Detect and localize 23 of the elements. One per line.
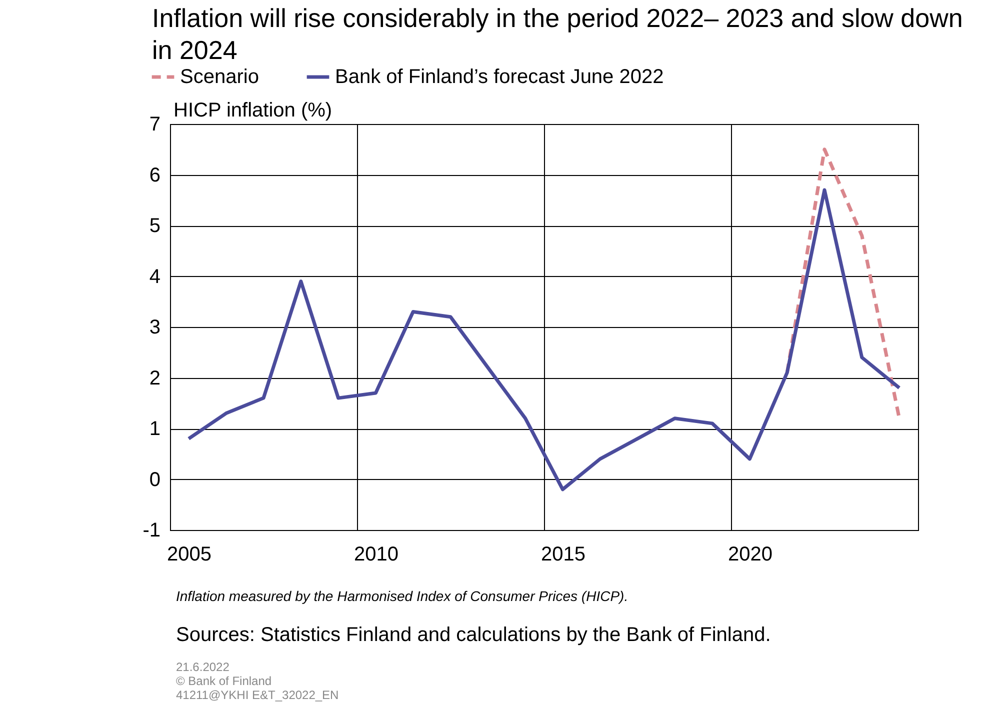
y-tick-label: 3: [149, 316, 160, 338]
x-tick-label: 2010: [354, 544, 398, 566]
y-tick-label: 2: [149, 367, 160, 390]
line-series: [186, 188, 902, 492]
text: Inflation measured by the Harmonised Index of Consumer Prices (HICP).: [176, 588, 628, 604]
text: © Bank of Finland: [176, 674, 272, 688]
x-tick-label: 2020: [728, 544, 772, 566]
legend-label: Scenario: [180, 66, 259, 88]
y-axis-title: HICP inflation (%): [174, 100, 332, 122]
y-tick-label: 1: [149, 418, 160, 440]
chart-title: Inflation will rise considerably in the period 2022– 2023 and slow down in 2024: [152, 2, 964, 66]
x-tick-label: 2005: [166, 544, 212, 566]
y-tick-label: -1: [142, 520, 160, 542]
text: 41211@YKHI E&T_32022_EN: [176, 688, 339, 702]
source-note: Sources: Statistics Finland and calculations by the Bank of Finland.: [176, 624, 771, 647]
y-tick-label: 4: [149, 266, 160, 288]
y-tick-label: 7: [149, 114, 160, 136]
text: 21.6.2022: [176, 660, 230, 674]
y-tick-label: 0: [149, 468, 160, 491]
legend-label: Bank of Finland’s forecast June 2022: [335, 66, 664, 88]
y-tick-label: 5: [149, 215, 160, 237]
x-tick-label: 2015: [540, 544, 586, 566]
y-tick-label: 6: [149, 164, 160, 186]
